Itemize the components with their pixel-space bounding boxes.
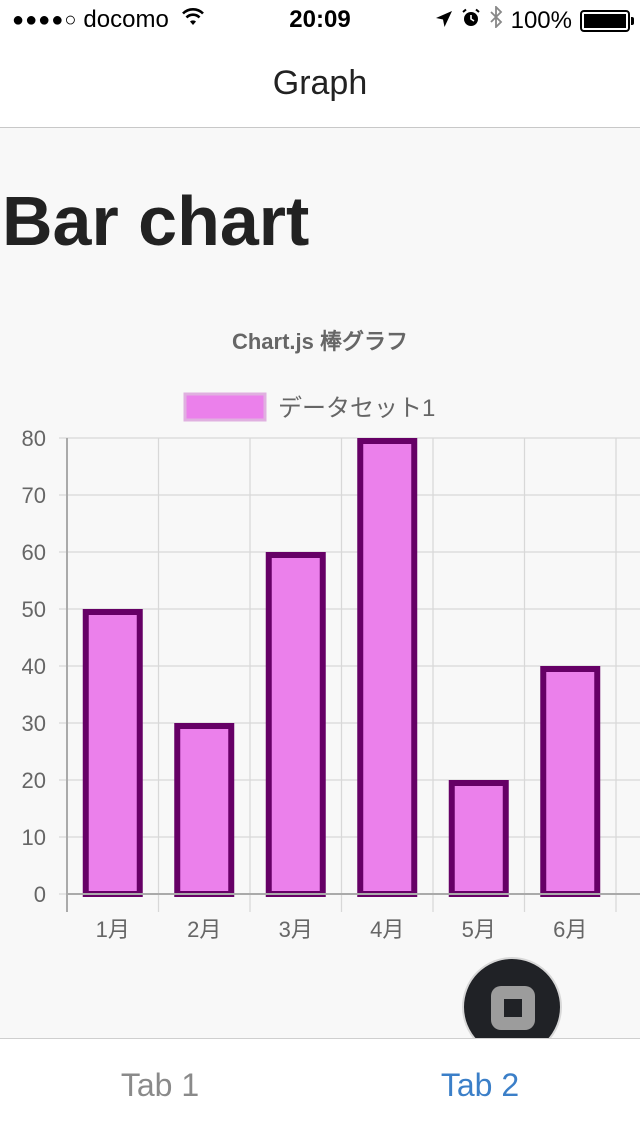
y-tick-label: 60 [22,540,46,565]
legend-label: データセット1 [278,395,435,422]
x-tick-label: 6月 [553,917,587,942]
tab-bar: Tab 1 Tab 2 [0,1038,640,1137]
y-tick-label: 20 [22,768,46,793]
x-tick-label: 4月 [370,917,404,942]
chart-tick-labels: 0 10 20 30 40 50 60 70 80 1月 2月 3月 4月 5月 6月 [22,426,588,942]
chart-title: Chart.js 棒グラフ [232,329,408,354]
x-tick-label: 1月 [96,917,130,942]
legend-swatch [183,392,267,422]
bar [357,438,418,897]
x-tick-label: 3月 [279,917,313,942]
bluetooth-icon [489,4,503,35]
status-time: 20:09 [289,6,351,33]
battery-fill [584,13,626,28]
battery-percentage: 100% [510,6,572,34]
x-tick-label: 2月 [187,917,221,942]
bar [448,780,509,897]
stop-icon [491,986,535,1030]
bar [174,723,235,897]
bar [265,552,326,897]
tab-1[interactable]: Tab 1 [120,1067,200,1103]
bar [540,666,601,897]
chart-axes [66,438,640,912]
bar-chart: 0 10 20 30 40 50 60 70 80 1月 2月 3月 4月 5月 6月 Chart.js 棒… [22,329,640,942]
chart-bars [82,438,601,897]
page-heading: Bar chart [2,182,310,260]
signal-strength-icon: ●●●●○ [12,8,78,31]
nav-title: Graph [272,64,368,102]
y-tick-label: 70 [22,483,46,508]
battery-icon [580,9,634,32]
status-bar: ●●●●○ docomo 20:09 100% [0,0,640,40]
bar [82,609,143,897]
status-left: ●●●●○ docomo [12,6,205,34]
y-tick-label: 10 [22,825,46,850]
y-tick-label: 30 [22,711,46,736]
y-tick-label: 0 [34,882,46,907]
x-tick-label: 5月 [462,917,496,942]
y-tick-label: 80 [22,426,46,451]
status-right: 100% [427,4,634,35]
wifi-icon [181,6,205,34]
alarm-icon [461,7,481,35]
tab-2[interactable]: Tab 2 [440,1067,520,1103]
carrier-name: docomo [83,6,169,33]
navigation-bar: Graph [0,40,640,128]
location-arrow-icon [435,7,453,35]
y-tick-label: 40 [22,654,46,679]
y-tick-label: 50 [22,597,46,622]
